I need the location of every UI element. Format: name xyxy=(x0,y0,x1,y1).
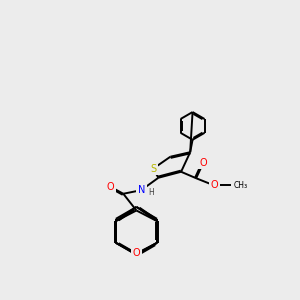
Text: CH₃: CH₃ xyxy=(233,181,248,190)
Text: N: N xyxy=(137,185,145,195)
Text: O: O xyxy=(133,248,140,259)
Text: S: S xyxy=(150,164,156,174)
Text: O: O xyxy=(106,182,114,192)
Text: O: O xyxy=(200,158,207,168)
Text: H: H xyxy=(148,188,154,197)
Text: O: O xyxy=(210,180,218,190)
